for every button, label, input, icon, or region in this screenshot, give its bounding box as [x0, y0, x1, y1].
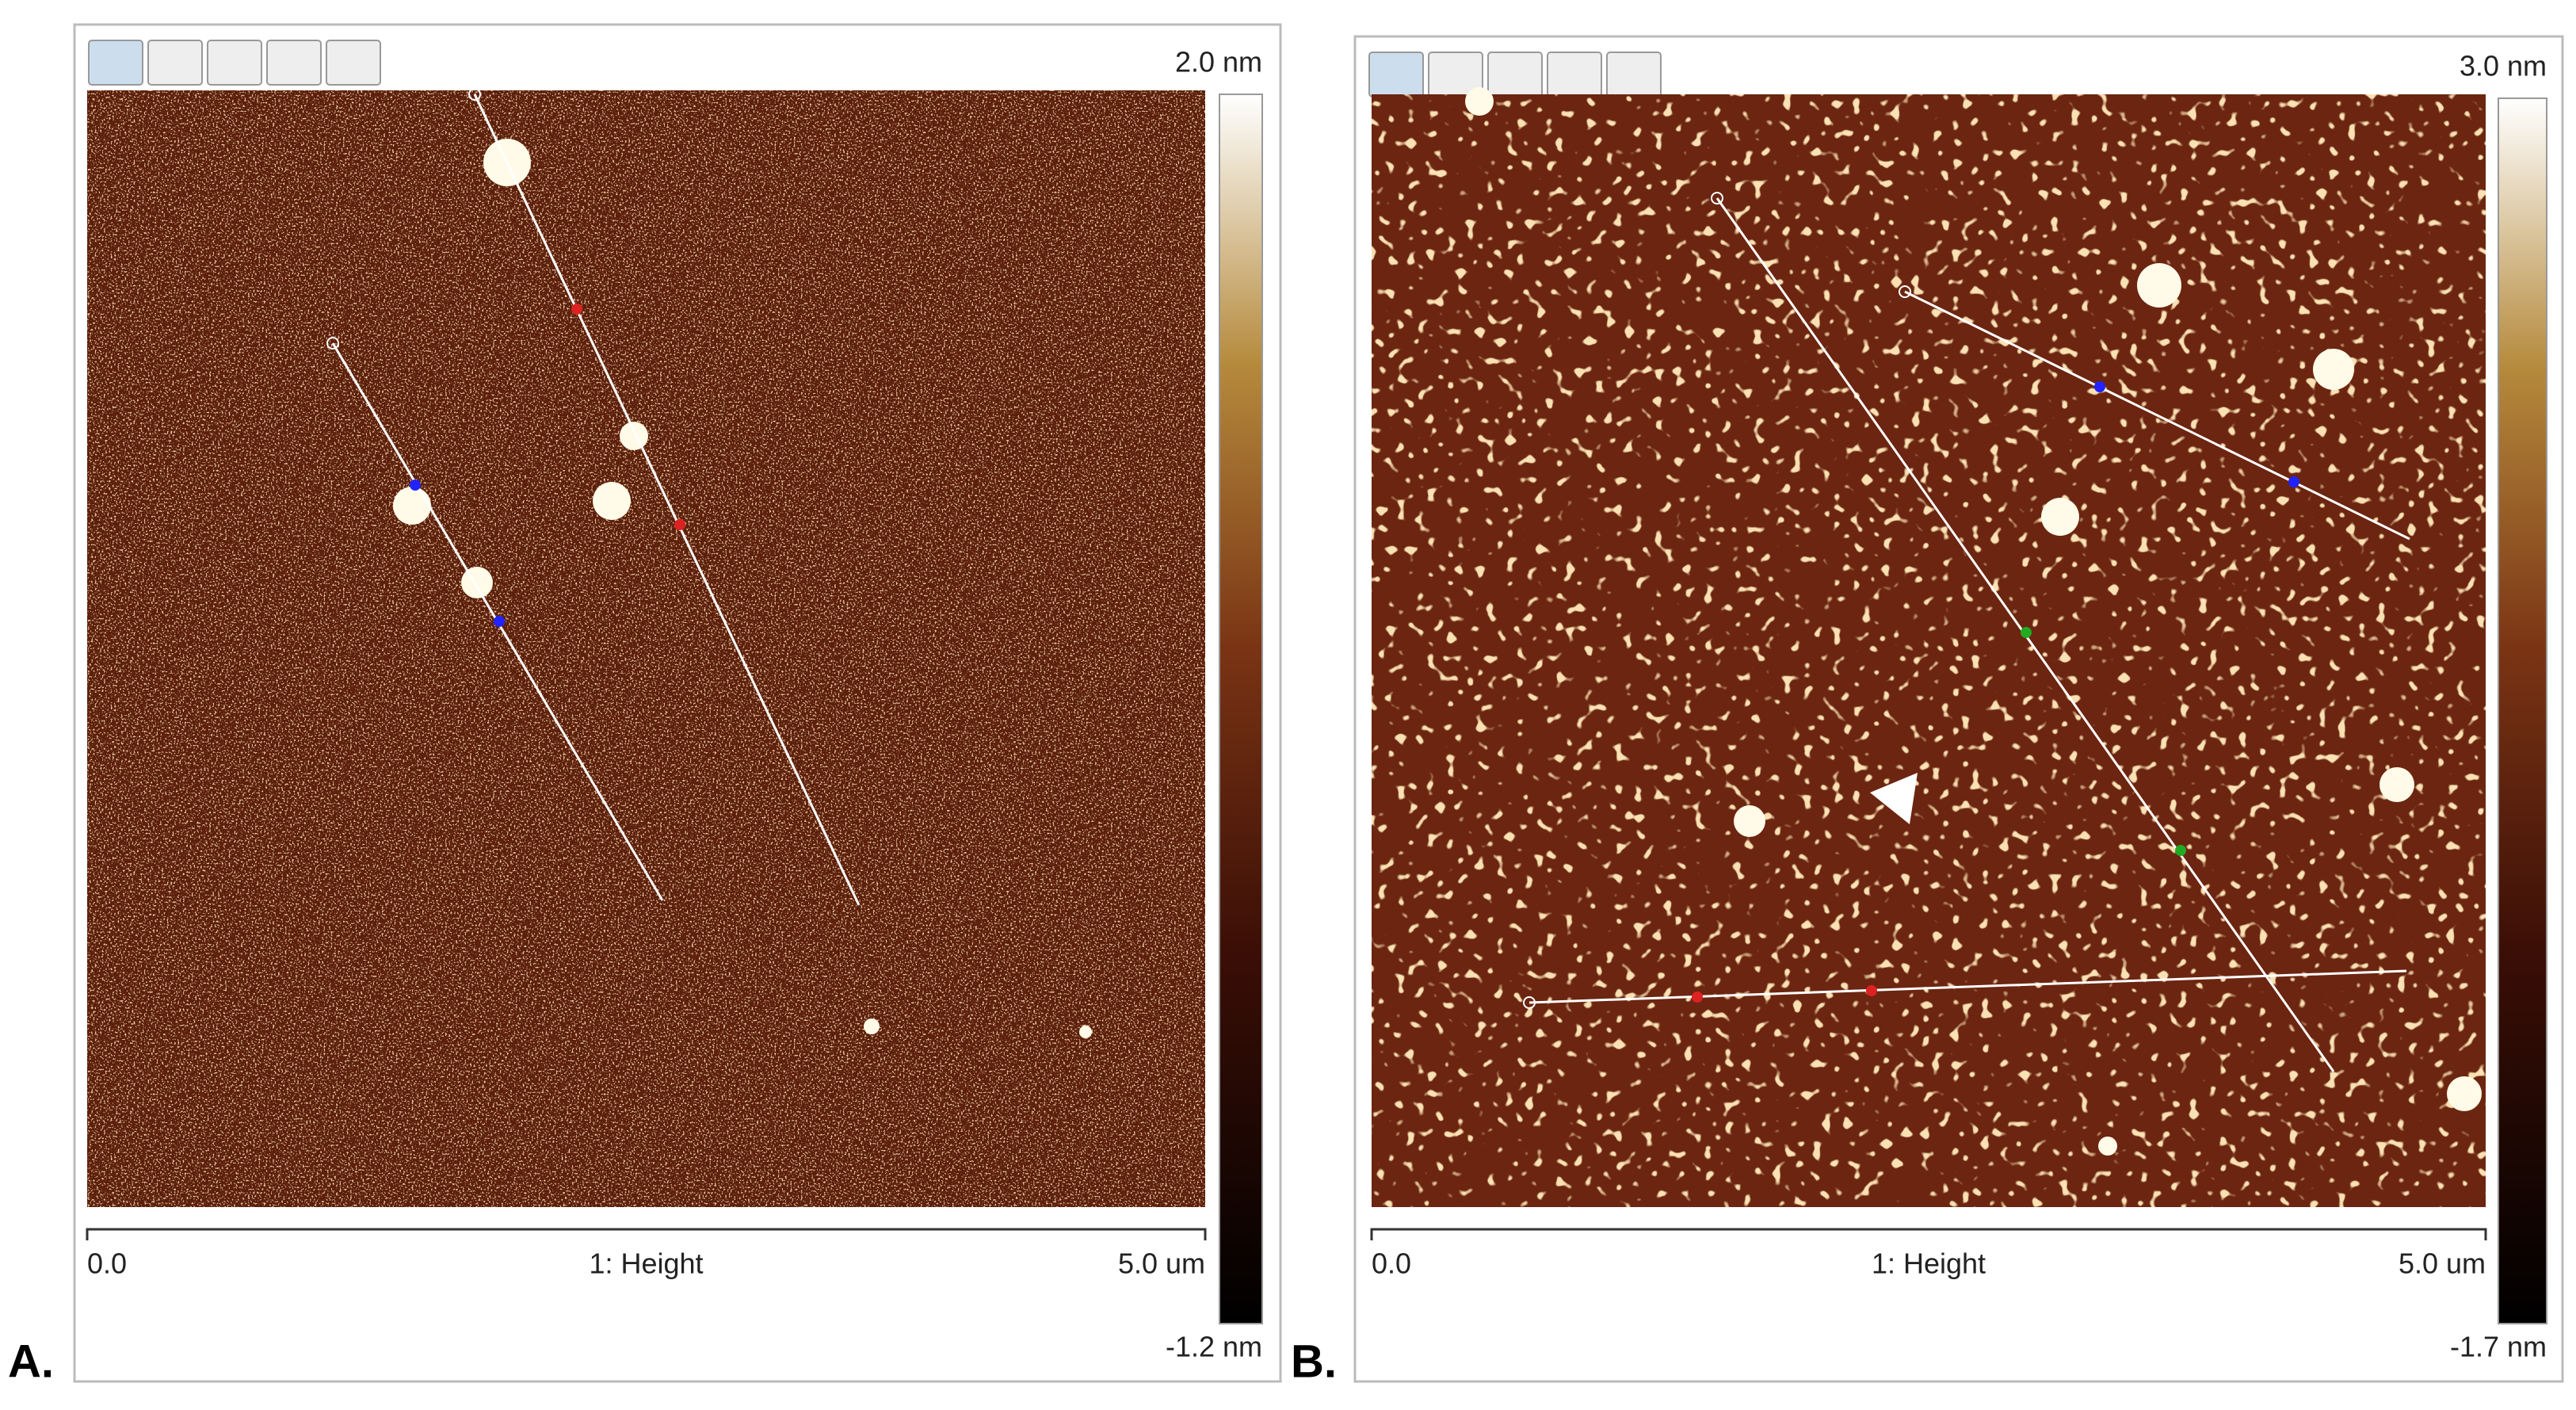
- afm-panel: 2.0 nm -1.2 nm 0.0 5.0 um 1: Height A.: [8, 23, 1282, 1387]
- toolbar-zoom-in-button[interactable]: [266, 40, 322, 86]
- particle: [864, 1018, 880, 1034]
- section-start: [326, 337, 339, 350]
- scale-axis: [1370, 1228, 2487, 1240]
- section-cursor: [410, 480, 421, 491]
- section-cursor: [2094, 381, 2105, 392]
- color-scale-min: -1.7 nm: [2450, 1331, 2547, 1363]
- color-scale-min: -1.2 nm: [1166, 1331, 1262, 1363]
- panel-label: A.: [8, 1335, 54, 1387]
- section-cursor: [494, 616, 505, 627]
- particle: [2041, 498, 2079, 536]
- section-cursor: [1692, 992, 1703, 1003]
- particle: [393, 487, 431, 525]
- particle: [1734, 805, 1765, 837]
- axis-end: 5.0 um: [1118, 1248, 1205, 1280]
- particle: [461, 567, 493, 598]
- toolbar-pan-button[interactable]: [147, 40, 203, 86]
- particle: [1465, 87, 1494, 116]
- section-cursor: [2021, 627, 2032, 638]
- height-image-texture: [87, 90, 1205, 1207]
- section-cursor: [2288, 476, 2299, 487]
- section-start: [1523, 996, 1536, 1009]
- color-scale-max: 3.0 nm: [2460, 50, 2547, 82]
- panel-label: B.: [1291, 1335, 1337, 1387]
- color-scale-max: 2.0 nm: [1175, 46, 1262, 78]
- section-cursor: [571, 304, 582, 315]
- particle: [2313, 349, 2354, 390]
- axis-start: 0.0: [1372, 1248, 1411, 1280]
- toolbar-zoom-button[interactable]: [207, 40, 262, 86]
- section-cursor: [674, 519, 685, 530]
- particle: [1079, 1026, 1092, 1038]
- height-image-texture: [1372, 94, 2486, 1207]
- color-scale: [1219, 94, 1263, 1324]
- color-scale: [2498, 97, 2547, 1324]
- particle: [620, 422, 648, 450]
- section-start: [1899, 285, 1911, 298]
- scale-axis: [86, 1228, 1207, 1240]
- particle: [2098, 1137, 2117, 1156]
- axis-end: 5.0 um: [2399, 1248, 2486, 1280]
- axis-title: 1: Height: [1872, 1248, 1986, 1280]
- section-line: [1528, 969, 2407, 1004]
- axis-title: 1: Height: [589, 1248, 703, 1280]
- particle: [593, 482, 631, 520]
- toolbar-zoom-out-button[interactable]: [1606, 52, 1662, 97]
- particle: [1870, 773, 1918, 824]
- toolbar-zoom-in-button[interactable]: [1547, 52, 1602, 97]
- particle: [2137, 263, 2181, 308]
- toolbar-ruler-button[interactable]: [88, 40, 143, 86]
- toolbar-zoom-button[interactable]: [1487, 52, 1543, 97]
- section-start: [468, 88, 481, 101]
- afm-panel: 3.0 nm -1.7 nm 0.0 5.0 um 1: Height B.: [1291, 35, 2564, 1387]
- toolbar-ruler-button[interactable]: [1368, 52, 1424, 97]
- toolbar-zoom-out-button[interactable]: [326, 40, 381, 86]
- section-cursor: [1866, 985, 1877, 996]
- section-line: [473, 94, 861, 906]
- particle: [2447, 1076, 2482, 1111]
- section-cursor: [2175, 845, 2186, 856]
- section-line: [1904, 290, 2410, 541]
- section-start: [1711, 192, 1723, 204]
- axis-start: 0.0: [87, 1248, 127, 1280]
- particle: [2379, 767, 2414, 802]
